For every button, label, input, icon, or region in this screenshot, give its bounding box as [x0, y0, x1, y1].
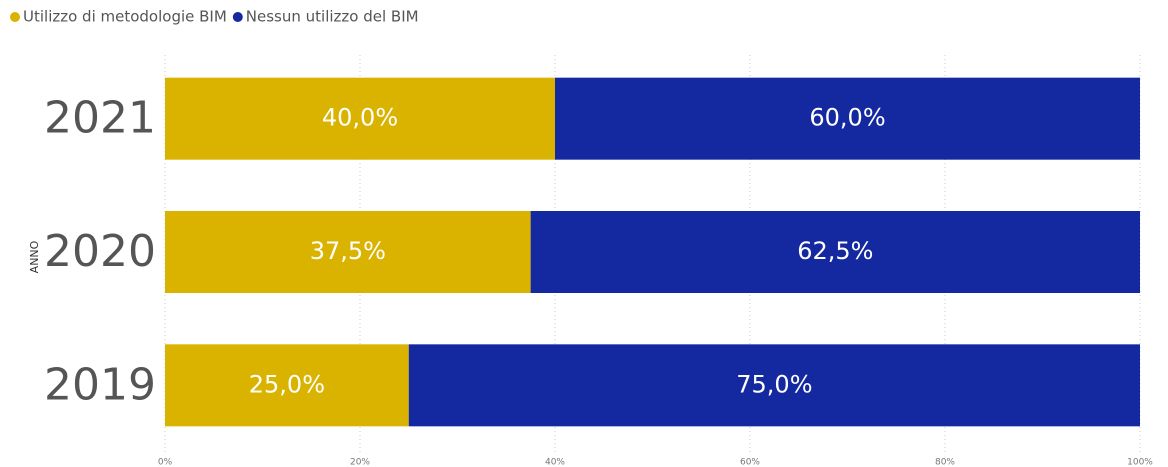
data-label: 60,0%	[809, 104, 885, 132]
x-tick-label: 80%	[935, 458, 955, 467]
bar-segment	[165, 211, 531, 293]
data-label: 75,0%	[736, 370, 812, 398]
bar-segment	[165, 77, 555, 160]
legend-marker	[232, 12, 243, 22]
bar-segment	[165, 344, 409, 427]
bar-segment	[408, 344, 1140, 427]
legend-label: Utilizzo di metodologie BIM	[23, 8, 227, 26]
y-tick-label: 2020	[44, 226, 156, 277]
y-axis-label: ANNO	[28, 240, 41, 273]
data-label: 62,5%	[797, 237, 873, 265]
data-label: 37,5%	[310, 237, 386, 265]
bar-segment	[530, 211, 1140, 293]
x-tick-label: 40%	[545, 458, 565, 467]
y-tick-label: 2019	[44, 359, 156, 410]
x-tick-label: 20%	[350, 458, 370, 467]
data-label: 40,0%	[322, 104, 398, 132]
legend-label: Nessun utilizzo del BIM	[246, 8, 419, 26]
data-label: 25,0%	[249, 370, 325, 398]
x-tick-label: 100%	[1127, 458, 1153, 467]
legend-marker	[10, 12, 20, 22]
x-tick-label: 0%	[158, 458, 173, 467]
x-tick-label: 60%	[740, 458, 760, 467]
y-tick-label: 2021	[44, 93, 156, 144]
bar-segment	[555, 77, 1140, 160]
